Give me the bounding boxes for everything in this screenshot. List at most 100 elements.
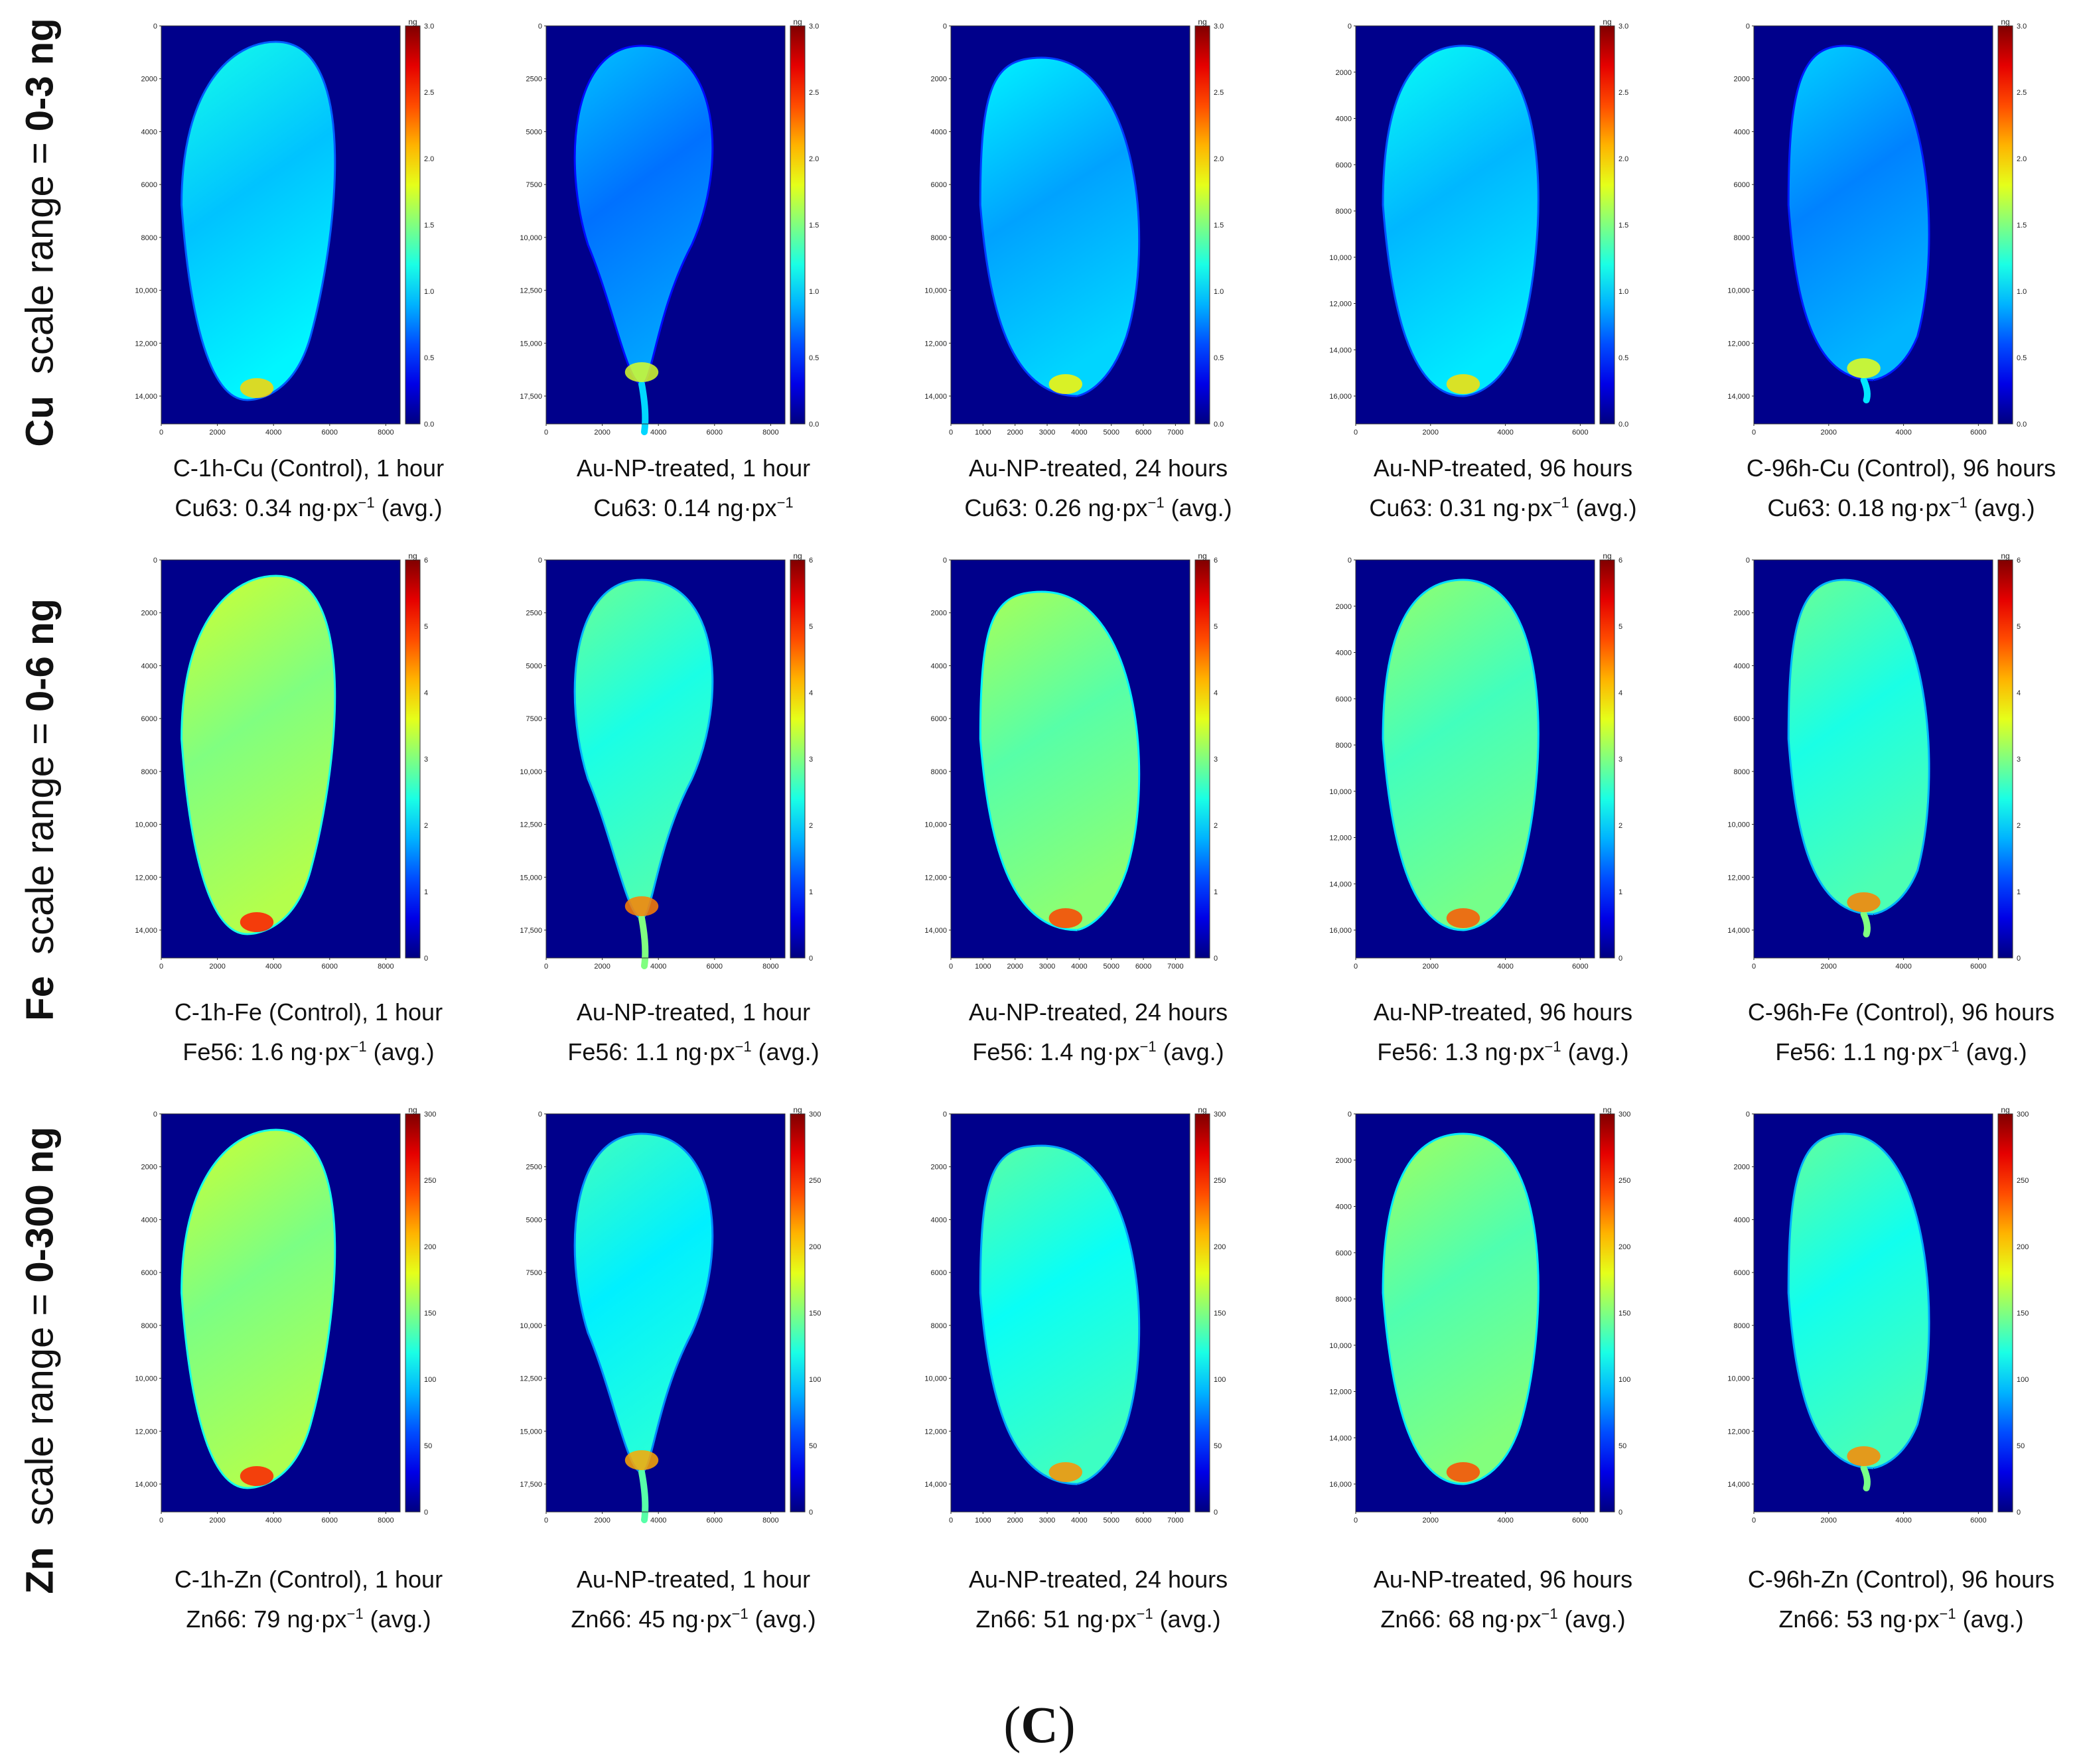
y-tick-label: 0 [153, 1111, 157, 1119]
y-tick-label: 8000 [931, 1322, 947, 1330]
axes: 0 2000 4000 6000 8000 10,000 12,000 14,000 16,00… [1329, 557, 1595, 971]
colorbar-tick-label: 0.5 [424, 354, 434, 362]
axes: 0 2000 4000 6000 8000 10,000 12,000 14,000 0 2000… [135, 23, 401, 437]
x-tick-label: 5000 [1103, 963, 1119, 971]
x-tick-label: 0 [1354, 1517, 1358, 1525]
colorbar-tick-label: 250 [1214, 1177, 1226, 1185]
leaf-stem [638, 1469, 649, 1523]
x-tick-label: 6000 [1135, 963, 1151, 971]
colorbar-tick-label: 2.0 [424, 155, 434, 163]
colorbar-tick-label: 0 [2017, 955, 2021, 963]
y-tick-label: 14,000 [135, 927, 157, 935]
x-tick-label: 1000 [975, 1517, 991, 1525]
x-tick-label: 8000 [762, 963, 778, 971]
colorbar-tick-label: 100 [1618, 1376, 1630, 1384]
colorbar [1599, 559, 1615, 959]
figure-letter: C [1021, 1696, 1058, 1753]
y-tick-label: 4000 [1336, 115, 1352, 123]
x-tick-label: 6000 [322, 1517, 338, 1525]
panel-subtitle: Zn66: 53 ng·px−1 (avg.) [1778, 1605, 2024, 1633]
heatmap-panel-zn-3: 0 2000 4000 6000 8000 10,000 12,000 14,000 0 1000… [912, 1105, 1284, 1633]
x-tick-label: 4000 [265, 1517, 281, 1525]
x-tick-label: 6000 [707, 429, 723, 437]
colorbar-tick-label: 100 [424, 1376, 436, 1384]
row-element: Zn [18, 1546, 62, 1594]
leaf-stem [638, 381, 649, 435]
y-tick-label: 8000 [931, 234, 947, 242]
axes: 0 2000 4000 6000 8000 10,000 12,000 14,000 0 2000… [1727, 1111, 1993, 1525]
colorbar [790, 559, 806, 959]
y-tick-label: 17,500 [520, 393, 542, 401]
y-tick-label: 0 [538, 23, 542, 31]
hotspot [624, 896, 659, 916]
leaf-signal [1382, 578, 1540, 931]
panel-caption: C-1h-Zn (Control), 1 hour Zn66: 79 ng·px… [109, 1562, 508, 1637]
colorbar-tick-label: 2.5 [2017, 89, 2027, 97]
panel-caption: C-96h-Cu (Control), 96 hours Cu63: 0.18 … [1702, 451, 2079, 525]
colorbar [1997, 559, 2013, 959]
hotspot [240, 1466, 274, 1486]
panel-title: C-1h-Cu (Control), 1 hour [173, 454, 445, 482]
colorbar-tick-label: 2 [1618, 822, 1622, 830]
x-tick-label: 2000 [1423, 963, 1439, 971]
colorbar-unit: ng [793, 551, 802, 561]
x-tick-label: 8000 [378, 1517, 394, 1525]
panel-caption: Au-NP-treated, 96 hours Fe56: 1.3 ng·px−… [1304, 995, 1702, 1069]
x-tick-label: 4000 [1071, 429, 1087, 437]
x-tick-label: 5000 [1103, 429, 1119, 437]
panel-caption: C-1h-Cu (Control), 1 hour Cu63: 0.34 ng·… [109, 451, 508, 525]
colorbar-tick-label: 0 [1214, 955, 1218, 963]
y-tick-label: 10,000 [520, 234, 542, 242]
y-tick-label: 4000 [141, 662, 157, 670]
hotspot [240, 912, 274, 932]
leaf-stem [1860, 377, 1871, 403]
x-tick-label: 2000 [1007, 1517, 1023, 1525]
colorbar-tick-label: 300 [1214, 1111, 1226, 1119]
y-tick-label: 0 [1746, 1111, 1750, 1119]
colorbar-tick-label: 1.0 [809, 288, 819, 296]
axes: 0 2000 4000 6000 8000 10,000 12,000 14,000 0 2000… [1727, 557, 1993, 971]
leaf-signal [180, 575, 336, 935]
heatmap-svg: 0 2000 4000 6000 8000 10,000 12,000 14,000 0 1000… [924, 17, 1224, 437]
colorbar-unit: ng [1603, 551, 1611, 561]
y-tick-label: 7500 [526, 181, 542, 189]
y-tick-label: 0 [1746, 557, 1750, 565]
x-tick-label: 8000 [762, 429, 778, 437]
y-tick-label: 4000 [1734, 662, 1750, 670]
colorbar-tick-label: 1 [1214, 888, 1218, 896]
row-text: scale range = [18, 711, 62, 955]
colorbar-tick-label: 0.5 [809, 354, 819, 362]
axes: 0 2500 5000 7500 10,000 12,500 15,000 17,500 0 20… [520, 1111, 786, 1525]
colorbar-tick-label: 0.5 [1214, 354, 1224, 362]
heatmap-panel-fe-2: 0 2500 5000 7500 10,000 12,500 15,000 17,500 0 20… [508, 551, 879, 1073]
y-tick-label: 0 [1746, 23, 1750, 31]
y-tick-label: 12,000 [924, 340, 947, 348]
colorbar-tick-label: 1.5 [2017, 222, 2027, 230]
colorbar-tick-label: 6 [2017, 557, 2021, 565]
y-tick-label: 2000 [1336, 1157, 1352, 1165]
colorbar-tick-label: 150 [1214, 1310, 1226, 1318]
colorbar-tick-label: 5 [2017, 623, 2021, 631]
x-tick-label: 6000 [1572, 1517, 1588, 1525]
y-tick-label: 14,000 [135, 1481, 157, 1489]
colorbar-tick-label: 1 [2017, 888, 2021, 896]
colorbar-unit: ng [793, 1105, 802, 1115]
row-range: 0-300 ng [18, 1126, 62, 1283]
hotspot [1048, 1462, 1082, 1482]
row-text: scale range = [18, 1282, 62, 1526]
panel-subtitle: Zn66: 45 ng·px−1 (avg.) [571, 1605, 816, 1633]
panel-caption: Au-NP-treated, 96 hours Zn66: 68 ng·px−1… [1304, 1562, 1702, 1637]
axes: 0 2000 4000 6000 8000 10,000 12,000 14,000 16,00… [1329, 1111, 1595, 1525]
x-tick-label: 0 [1354, 963, 1358, 971]
heatmap-svg: 0 2000 4000 6000 8000 10,000 12,000 14,000 0 2000… [135, 17, 434, 437]
colorbar-tick-label: 2 [809, 822, 813, 830]
row-range: 0-6 ng [18, 598, 62, 712]
colorbar-tick-label: 0 [1618, 955, 1622, 963]
x-tick-label: 6000 [1572, 963, 1588, 971]
panel-subtitle: Cu63: 0.31 ng·px−1 (avg.) [1369, 494, 1637, 521]
panel-title: Au-NP-treated, 96 hours [1373, 998, 1633, 1026]
colorbar-tick-label: 1.5 [1214, 222, 1224, 230]
y-tick-label: 14,000 [135, 393, 157, 401]
y-tick-label: 0 [1348, 23, 1352, 31]
y-tick-label: 12,000 [924, 1428, 947, 1436]
